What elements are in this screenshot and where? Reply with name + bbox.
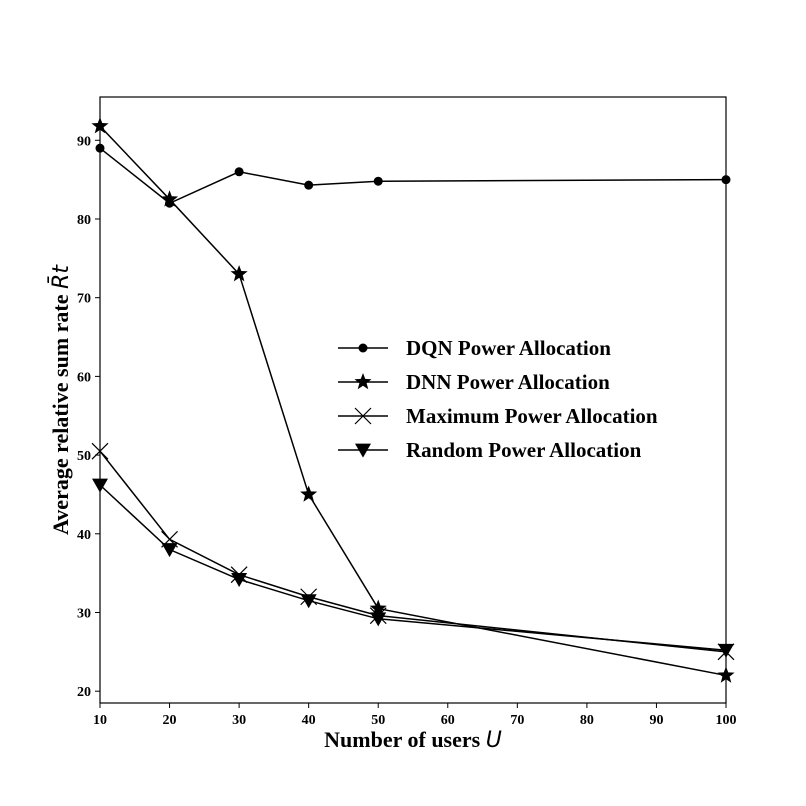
data-point xyxy=(161,190,179,207)
y-tick-label: 80 xyxy=(77,213,91,228)
data-point xyxy=(231,573,248,588)
data-point xyxy=(230,265,248,282)
data-point xyxy=(721,175,731,185)
y-tick-label: 20 xyxy=(77,685,91,700)
x-tick-label: 60 xyxy=(441,713,455,728)
y-tick-label: 60 xyxy=(77,370,91,385)
data-point xyxy=(304,180,314,190)
y-tick-label: 50 xyxy=(77,449,91,464)
legend-entry: Maximum Power Allocation xyxy=(338,404,658,428)
data-point xyxy=(161,543,178,558)
x-tick-label: 90 xyxy=(649,713,663,728)
legend-marker xyxy=(358,343,368,353)
series-triangle-down xyxy=(92,478,734,658)
data-point xyxy=(718,643,734,658)
data-point xyxy=(717,666,735,683)
legend-label: Maximum Power Allocation xyxy=(406,404,658,428)
x-tick-label: 40 xyxy=(302,713,316,728)
series-star xyxy=(91,117,735,683)
x-tick-label: 100 xyxy=(716,713,737,728)
legend-marker xyxy=(354,407,372,425)
legend-label: DQN Power Allocation xyxy=(406,336,611,360)
series-circle xyxy=(95,143,731,208)
data-point xyxy=(92,478,108,493)
x-axis-label: Number of users U xyxy=(324,727,502,753)
legend-label: DNN Power Allocation xyxy=(406,370,610,394)
x-tick-label: 10 xyxy=(93,713,107,728)
legend-entry: DQN Power Allocation xyxy=(338,336,611,360)
x-tick-label: 70 xyxy=(510,713,524,728)
series-line xyxy=(99,147,727,205)
data-point xyxy=(370,612,387,627)
x-tick-label: 50 xyxy=(371,713,385,728)
y-tick-label: 30 xyxy=(77,606,91,621)
legend-marker xyxy=(355,443,371,458)
data-point xyxy=(300,485,318,502)
data-point xyxy=(234,167,244,177)
data-point xyxy=(95,143,105,153)
series-layer xyxy=(91,117,735,683)
series-x xyxy=(91,442,735,661)
y-tick-label: 90 xyxy=(77,134,91,149)
legend-entry: DNN Power Allocation xyxy=(338,370,610,394)
legend-label: Random Power Allocation xyxy=(406,438,642,462)
x-axis: 10 20 30 40 50 60 70 80 90 100 xyxy=(93,703,737,728)
legend-entry: Random Power Allocation xyxy=(338,438,642,462)
y-tick-label: 70 xyxy=(77,292,91,307)
x-tick-label: 30 xyxy=(232,713,246,728)
legend-marker xyxy=(354,373,372,390)
x-tick-label: 20 xyxy=(163,713,177,728)
x-tick-label: 80 xyxy=(580,713,594,728)
data-point xyxy=(369,599,387,616)
data-point xyxy=(91,442,109,460)
legend: DQN Power Allocation DNN Power Allocation… xyxy=(338,336,658,462)
y-axis-label: Average relative sum rate R̄t xyxy=(48,264,74,535)
data-point xyxy=(300,594,317,609)
y-tick-label: 40 xyxy=(77,528,91,543)
y-axis: 20 30 40 50 60 70 80 90 xyxy=(77,134,100,700)
series-line xyxy=(99,450,727,653)
series-line xyxy=(99,125,727,677)
data-point xyxy=(373,176,383,186)
series-line xyxy=(99,484,727,652)
data-point xyxy=(91,117,109,134)
plot-frame xyxy=(99,96,727,704)
